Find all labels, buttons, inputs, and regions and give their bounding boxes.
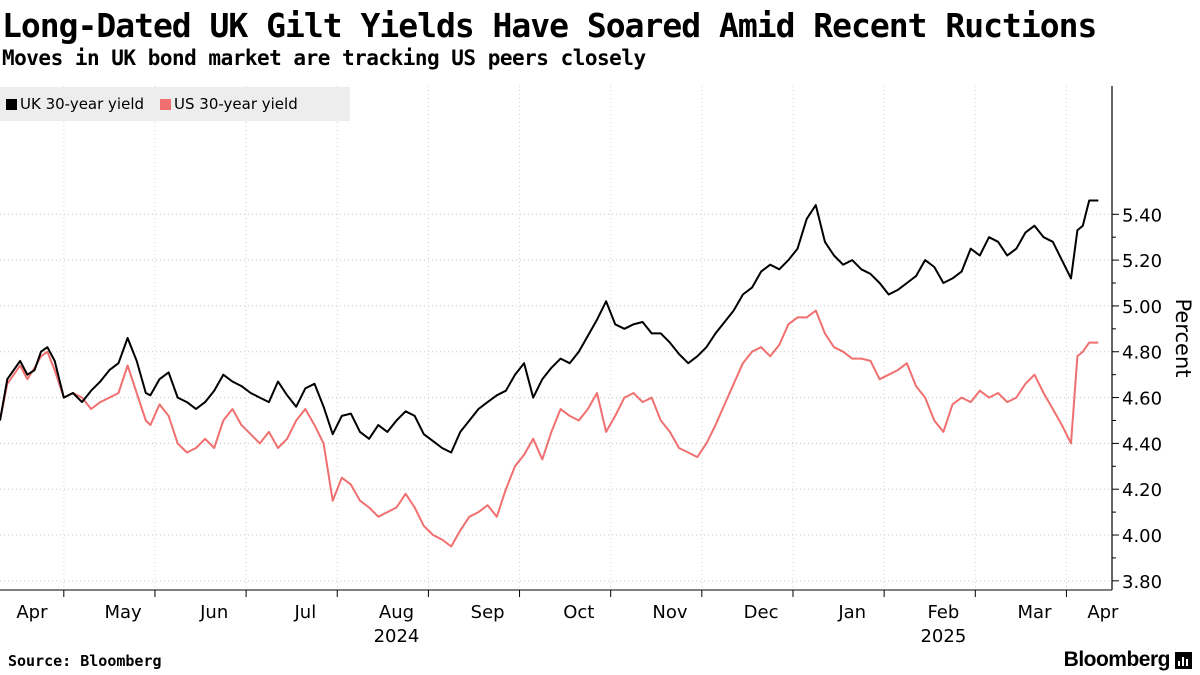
legend-label-uk: UK 30-year yield [20, 95, 145, 113]
legend-item-us: US 30-year yield [160, 95, 298, 113]
legend-label-us: US 30-year yield [174, 95, 298, 113]
y-tick-label-5: 4.80 [1122, 343, 1162, 364]
legend-swatch-us [160, 98, 172, 110]
year-label-1: 2025 [920, 626, 966, 647]
legend-item-uk: UK 30-year yield [6, 95, 144, 113]
series-lines [0, 199, 1099, 548]
year-label-0: 2024 [374, 626, 420, 647]
x-tick-label-2: Jun [199, 602, 228, 623]
chart-title: Long-Dated UK Gilt Yields Have Soared Am… [2, 6, 1097, 45]
source-note: Source: Bloomberg [8, 652, 162, 670]
y-tick-label-7: 5.20 [1122, 251, 1162, 272]
y-tick-label-6: 5.00 [1122, 297, 1162, 318]
x-tick-label-1: May [104, 602, 142, 623]
x-tick-label-5: Sep [471, 602, 505, 623]
y-tick-label-8: 5.40 [1122, 205, 1162, 226]
series-line-us-30y [0, 309, 1099, 548]
x-tick-label-10: Feb [927, 602, 959, 623]
x-axis-ticks [0, 589, 1112, 597]
x-tick-label-8: Dec [744, 602, 779, 623]
chart-subtitle: Moves in UK bond market are tracking US … [2, 46, 646, 70]
y-axis-label: Percent [1171, 298, 1195, 377]
bloomberg-logo: Bloomberg [1064, 648, 1192, 672]
legend-swatch-uk [6, 98, 17, 110]
y-tick-label-2: 4.20 [1122, 480, 1162, 501]
x-axis-year-labels: 2024 2025 [374, 626, 967, 647]
y-tick-label-4: 4.60 [1122, 389, 1162, 410]
x-tick-label-3: Jul [293, 602, 316, 623]
x-tick-label-7: Nov [652, 602, 687, 623]
x-tick-label-6: Oct [563, 602, 594, 623]
bloomberg-logo-icon [1175, 651, 1192, 669]
y-tick-label-0: 3.80 [1122, 572, 1162, 593]
x-axis-labels: Apr May Jun Jul Aug Sep Oct Nov Dec Jan Feb Mar Apr [16, 602, 1119, 623]
x-tick-label-4: Aug [379, 602, 414, 623]
x-tick-label-0: Apr [16, 602, 48, 623]
y-tick-label-1: 4.00 [1122, 526, 1162, 547]
x-tick-label-9: Jan [837, 602, 866, 623]
gridlines [0, 86, 1112, 590]
x-tick-label-12: Apr [1087, 602, 1119, 623]
y-tick-label-3: 4.40 [1122, 434, 1162, 455]
legend: UK 30-year yield US 30-year yield [0, 87, 350, 121]
logo-text: Bloomberg [1063, 648, 1171, 671]
series-line-uk-30y [0, 199, 1099, 454]
x-tick-label-11: Mar [1018, 602, 1053, 623]
y-axis: 3.80 4.00 4.20 4.40 4.60 4.80 5.00 5.20 5.40 [1111, 86, 1162, 593]
